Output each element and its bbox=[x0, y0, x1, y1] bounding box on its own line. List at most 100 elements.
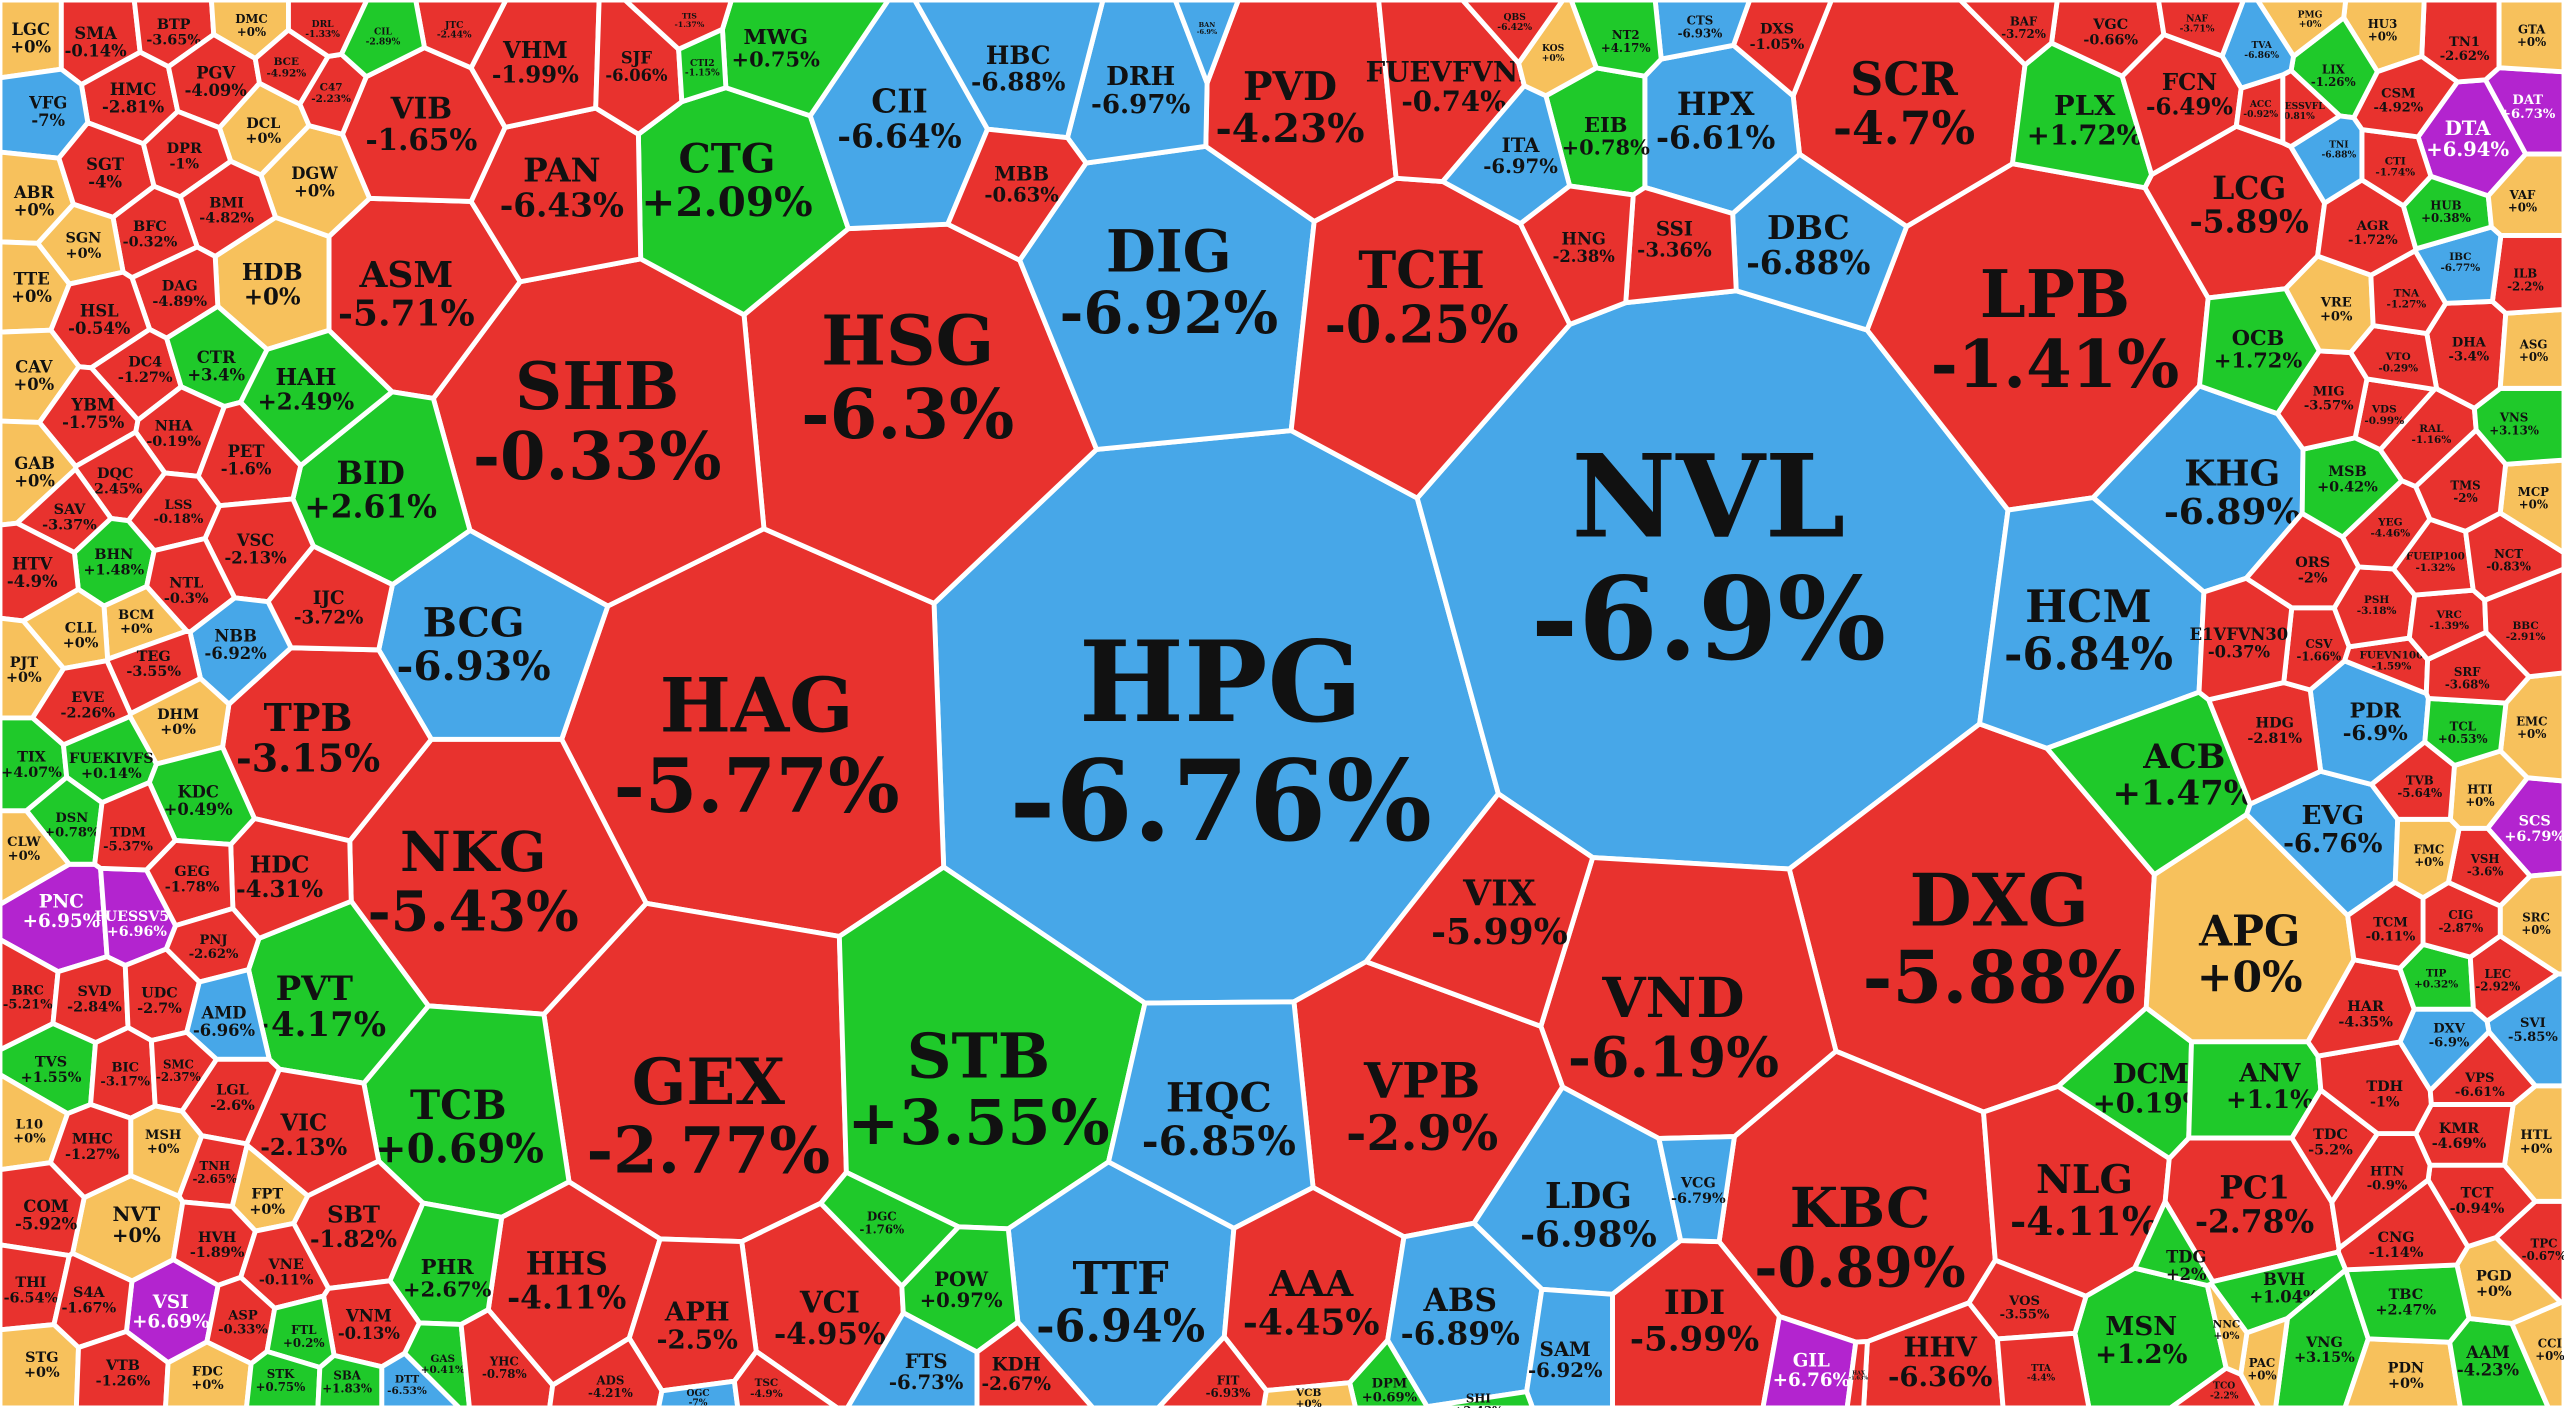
cell-vps[interactable]: VPS-6.61% bbox=[2427, 1029, 2538, 1107]
cell-naf[interactable]: NAF-3.71% bbox=[2156, 0, 2246, 59]
cell-cil[interactable]: CIL-2.89% bbox=[338, 0, 427, 80]
cell-svd[interactable]: SVD-2.84% bbox=[50, 954, 131, 1046]
cell-baf[interactable]: BAF-3.72% bbox=[1957, 0, 2060, 68]
cell-tis[interactable]: TIS-1.37% bbox=[622, 0, 734, 52]
cell-nlg[interactable]: NLG-4.11% bbox=[1981, 1083, 2172, 1299]
cell-asm[interactable]: ASM-5.71% bbox=[326, 195, 523, 401]
cell-ticker: FMC bbox=[2414, 842, 2445, 856]
cell-pdr[interactable]: PDR-6.9% bbox=[2307, 658, 2431, 787]
cell-tta[interactable]: TTA-4.4% bbox=[1994, 1330, 2092, 1408]
cell-hhv[interactable]: HHV-6.36% bbox=[1861, 1300, 2006, 1408]
cell-change: -6.43% bbox=[500, 185, 624, 224]
cell-fuevfvnd[interactable]: FUEVFVND-0.74% bbox=[1366, 0, 1542, 184]
cell-drh[interactable]: DRH-6.97% bbox=[1065, 0, 1210, 166]
cell-vpb[interactable]: VPB-2.9% bbox=[1291, 959, 1566, 1240]
cell-evg[interactable]: EVG-6.76% bbox=[2244, 768, 2401, 918]
cell-gta[interactable]: GTA+0% bbox=[2496, 0, 2564, 75]
cell-yhc[interactable]: YHC-0.78% bbox=[458, 1307, 556, 1408]
cell-tco[interactable]: TCO-2.2% bbox=[2167, 1365, 2262, 1408]
cell-dpm[interactable]: DPM+0.69% bbox=[1347, 1337, 1430, 1408]
cell-btp[interactable]: BTP-3.65% bbox=[131, 0, 217, 70]
cell-hsg[interactable]: HSG-6.3% bbox=[741, 221, 1100, 606]
cell-dgc[interactable]: DGC-1.76% bbox=[818, 1169, 962, 1289]
cell-hng[interactable]: HNG-2.38% bbox=[1517, 183, 1636, 327]
cell-kmr[interactable]: KMR-4.69% bbox=[2413, 1102, 2516, 1168]
cell-hdg[interactable]: HDG-2.81% bbox=[2206, 680, 2324, 807]
cell-tcm[interactable]: TCM-0.11% bbox=[2345, 879, 2426, 971]
cell-vhm[interactable]: VHM-1.99% bbox=[468, 0, 602, 130]
cell-nkg[interactable]: NKG-5.43% bbox=[347, 736, 649, 1017]
cell-vnm[interactable]: VNM-0.13% bbox=[321, 1278, 422, 1370]
cell-e1vfvn30[interactable]: E1VFVN30-0.37% bbox=[2190, 575, 2295, 703]
cell-tsc[interactable]: TSC-4.9% bbox=[731, 1348, 840, 1408]
cell-pvt[interactable]: PVT+4.17% bbox=[242, 898, 431, 1086]
cell-change: +0% bbox=[13, 1132, 46, 1147]
cell-ctg[interactable]: CTG+2.09% bbox=[635, 85, 851, 318]
cell-asg[interactable]: ASG+0% bbox=[2497, 306, 2564, 391]
cell-nct[interactable]: NCT-0.83% bbox=[2463, 510, 2564, 603]
cell-stg[interactable]: STG+0% bbox=[0, 1322, 81, 1408]
cell-ftl[interactable]: FTL+0.2% bbox=[264, 1293, 337, 1370]
cell-tcl[interactable]: TCL+0.53% bbox=[2422, 695, 2509, 768]
cell-pc1[interactable]: PC1-2.78% bbox=[2162, 1135, 2342, 1285]
cell-vos[interactable]: VOS-3.55% bbox=[1966, 1257, 2089, 1342]
cell-ldg[interactable]: LDG-6.98% bbox=[1471, 1084, 1684, 1297]
cell-tcb[interactable]: TCB+0.69% bbox=[361, 1003, 572, 1220]
cell-hpx[interactable]: HPX-6.61% bbox=[1642, 42, 1802, 217]
cell-fit[interactable]: FIT-6.93% bbox=[1155, 1334, 1269, 1408]
cell-lgc[interactable]: LGC+0% bbox=[0, 0, 64, 81]
cell-stb[interactable]: STB+3.55% bbox=[836, 864, 1148, 1232]
cell-eve[interactable]: EVE-2.26% bbox=[30, 658, 133, 748]
cell-sam[interactable]: SAM-6.92% bbox=[1524, 1286, 1615, 1408]
cell-vcg[interactable]: VCG-6.79% bbox=[1656, 1134, 1737, 1245]
cell-ttf[interactable]: TTF-6.94% bbox=[1005, 1159, 1237, 1408]
cell-hah[interactable]: HAH+2.49% bbox=[238, 327, 395, 469]
cell-geg[interactable]: GEG-1.78% bbox=[144, 837, 236, 929]
cell-shb[interactable]: SHB-0.33% bbox=[430, 256, 767, 609]
cell-acb[interactable]: ACB+1.47% bbox=[2044, 689, 2256, 878]
cell-vix[interactable]: VIX-5.99% bbox=[1363, 791, 1596, 1029]
cell-tpc[interactable]: TPC-0.67% bbox=[2493, 1198, 2564, 1305]
cell-kdc[interactable]: KDC+0.49% bbox=[146, 744, 257, 847]
cell-dxs[interactable]: DXS-1.05% bbox=[1731, 0, 1834, 99]
cell-tbc[interactable]: TBC+2.47% bbox=[2343, 1262, 2472, 1345]
cell-clw[interactable]: CLW+0% bbox=[0, 808, 72, 907]
cell-vci[interactable]: VCI-4.95% bbox=[739, 1200, 906, 1408]
cell-cci[interactable]: CCI+0% bbox=[2509, 1300, 2564, 1408]
cell-amd[interactable]: AMD-6.96% bbox=[184, 967, 272, 1062]
cell-tdg[interactable]: TDG+2% bbox=[2132, 1199, 2216, 1288]
cell-khg[interactable]: KHG-6.89% bbox=[2090, 383, 2306, 595]
cell-tva[interactable]: TVA-6.86% bbox=[2219, 0, 2296, 91]
cell-pdn[interactable]: PDN+0% bbox=[2342, 1336, 2463, 1408]
cell-hqc[interactable]: HQC-6.85% bbox=[1106, 999, 1316, 1231]
cell-vre[interactable]: VRE+0% bbox=[2283, 253, 2376, 356]
cell-ilb[interactable]: ILB-2.2% bbox=[2489, 233, 2564, 316]
cell-msn[interactable]: MSN+1.2% bbox=[2072, 1265, 2229, 1408]
cell-vto[interactable]: VTO-0.29% bbox=[2348, 323, 2440, 392]
cell-kdh[interactable]: KDH-2.67% bbox=[974, 1319, 1096, 1408]
cell-sba[interactable]: SBA+1.83% bbox=[315, 1352, 385, 1408]
cell-ban[interactable]: BAN-6.9% bbox=[1172, 0, 1241, 86]
cell-hhs[interactable]: HHS-4.11% bbox=[485, 1179, 663, 1388]
cell-aph[interactable]: APH-2.5% bbox=[626, 1236, 759, 1394]
cell-hax[interactable]: HAX-1.63% bbox=[1844, 1339, 1870, 1408]
cell-tip[interactable]: TIP+0.32% bbox=[2397, 941, 2476, 1012]
cell-plx[interactable]: PLX+1.72% bbox=[2009, 40, 2155, 191]
cell-cll[interactable]: CLL+0% bbox=[20, 586, 111, 671]
cell-qbs[interactable]: QBS-6.42% bbox=[1460, 0, 1566, 66]
cell-tte[interactable]: TTE+0% bbox=[0, 239, 72, 335]
cell-bcg[interactable]: BCG-6.93% bbox=[376, 527, 611, 742]
cell-lss[interactable]: LSS-0.18% bbox=[125, 470, 223, 554]
cell-drl[interactable]: DRL-1.33% bbox=[285, 0, 370, 59]
cell-dxg[interactable]: DXG-5.88% bbox=[1786, 721, 2157, 1115]
cell-vaf[interactable]: VAF+0% bbox=[2485, 151, 2564, 238]
cell-nbb[interactable]: NBB-6.92% bbox=[187, 595, 294, 707]
cell-tix[interactable]: TIX+4.07% bbox=[0, 715, 70, 814]
cell-vsi[interactable]: VSI+6.69% bbox=[123, 1257, 221, 1366]
cell-dha[interactable]: DHA-3.4% bbox=[2424, 298, 2509, 411]
cell-bic[interactable]: BIC-3.17% bbox=[88, 1025, 158, 1121]
cell-tpb[interactable]: TPB-3.15% bbox=[220, 645, 434, 844]
cell-gil[interactable]: GIL+6.76% bbox=[1760, 1313, 1859, 1408]
cell-mbb[interactable]: MBB-0.63% bbox=[945, 126, 1089, 263]
cell-gex[interactable]: GEX-2.77% bbox=[541, 900, 849, 1244]
